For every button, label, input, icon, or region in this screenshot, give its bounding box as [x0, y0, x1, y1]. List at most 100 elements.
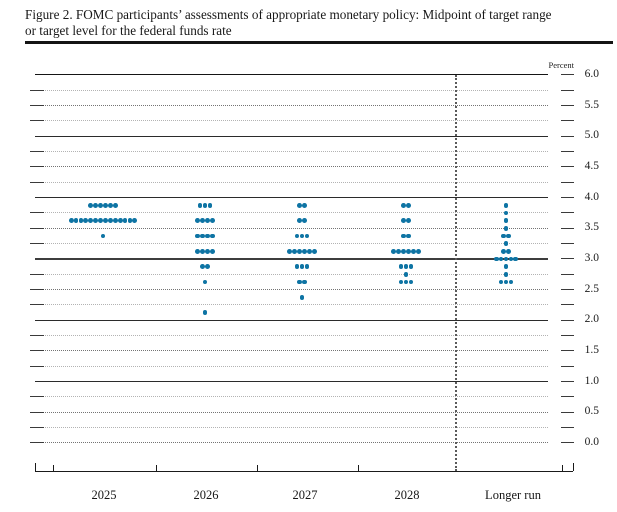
projection-dot [498, 279, 504, 285]
x-axis-label-longer-run: Longer run [485, 488, 541, 502]
projection-dot [503, 218, 509, 224]
projection-dot [195, 218, 201, 224]
projection-dot [93, 202, 99, 208]
projection-dot [501, 233, 506, 239]
projection-dot [503, 202, 509, 208]
y-axis-left-tick [30, 350, 44, 352]
grid-line [35, 150, 548, 152]
projection-dot [287, 248, 293, 254]
projection-dot [93, 218, 99, 224]
y-axis-left-tick [30, 442, 44, 444]
y-axis-left-tick [30, 334, 44, 336]
projection-dot [107, 218, 113, 224]
projection-dot [297, 202, 302, 208]
y-axis-right-tick [561, 258, 574, 260]
grid-line [35, 273, 548, 275]
projection-dot [304, 264, 310, 270]
y-axis-label: 1.5 [584, 343, 599, 356]
y-axis-label: 5.0 [584, 129, 599, 142]
projection-dot [205, 233, 210, 239]
grid-line [35, 104, 548, 106]
y-axis-right-tick [561, 273, 574, 275]
grid-line [35, 257, 548, 260]
projection-dot [503, 225, 509, 231]
y-axis-right-tick [561, 242, 574, 244]
projection-dot [112, 218, 118, 224]
y-axis-label: 3.0 [584, 251, 599, 264]
projection-dot [406, 202, 411, 208]
projection-dot [297, 218, 302, 224]
y-axis-right-tick [561, 304, 574, 306]
x-axis-label-2028: 2028 [394, 488, 420, 502]
projection-dot [398, 279, 404, 285]
projection-dot [200, 248, 205, 254]
projection-dot [100, 233, 106, 239]
projection-dot [205, 218, 210, 224]
grid-line [35, 288, 548, 290]
y-axis-label: 0.5 [584, 405, 599, 418]
projection-dot [506, 233, 511, 239]
projection-dot [107, 202, 113, 208]
grid-line [35, 304, 548, 306]
y-axis-left-tick [30, 426, 44, 428]
y-axis-left-tick [30, 150, 44, 152]
figure-title-line1: Figure 2. FOMC participants’ assessments… [25, 7, 552, 22]
y-axis-label: 2.0 [584, 313, 599, 326]
projection-dot [391, 248, 397, 254]
grid-line [35, 181, 548, 183]
grid-line [35, 380, 548, 382]
projection-dot [501, 248, 506, 254]
y-axis-left-tick [30, 227, 44, 229]
y-axis-right-tick [561, 442, 574, 444]
projection-dot [200, 233, 205, 239]
projection-dot [299, 264, 305, 270]
projection-dot [508, 256, 514, 262]
x-axis-tick [35, 462, 36, 471]
longer-run-separator [455, 75, 457, 471]
projection-dot [292, 248, 298, 254]
projection-dot [406, 233, 411, 239]
projection-dot [415, 248, 421, 254]
y-axis-right-tick [561, 411, 574, 413]
projection-dot [299, 294, 305, 300]
y-axis-right-tick [561, 166, 574, 168]
projection-dot [396, 248, 402, 254]
x-axis-tick [358, 464, 359, 471]
projection-dot [209, 233, 215, 239]
projection-dot [498, 256, 504, 262]
y-axis-label: 1.0 [584, 374, 599, 387]
projection-dot [202, 279, 208, 285]
projection-dot [403, 271, 409, 277]
projection-dot [302, 218, 307, 224]
y-axis-right-tick [561, 380, 574, 382]
projection-dot [202, 310, 208, 316]
y-axis-left-tick [30, 304, 44, 306]
x-axis-label-2027: 2027 [292, 488, 318, 502]
projection-dot [503, 279, 509, 285]
grid-line [35, 334, 548, 336]
projection-dot [78, 218, 84, 224]
y-axis-left-tick [30, 181, 44, 183]
projection-dot [302, 248, 307, 254]
grid-line [35, 74, 548, 76]
projection-dot [408, 264, 414, 270]
projection-dot [209, 218, 215, 224]
x-axis-tick [156, 464, 157, 471]
projection-dot [302, 202, 307, 208]
grid-line [35, 411, 548, 413]
projection-dot [503, 264, 509, 270]
y-axis-right-tick [561, 426, 574, 428]
projection-dot [311, 248, 317, 254]
y-axis-label: 4.5 [584, 159, 599, 172]
y-axis-left-tick [30, 104, 44, 106]
y-axis-right-tick [561, 212, 574, 214]
projection-dot [205, 264, 210, 270]
projection-dot [306, 248, 312, 254]
y-axis-label: 6.0 [584, 68, 599, 80]
grid-line [35, 135, 548, 137]
y-axis-label: 5.5 [584, 98, 599, 111]
y-axis-label: 3.5 [584, 221, 599, 234]
projection-dot [294, 233, 300, 239]
grid-line [35, 350, 548, 352]
